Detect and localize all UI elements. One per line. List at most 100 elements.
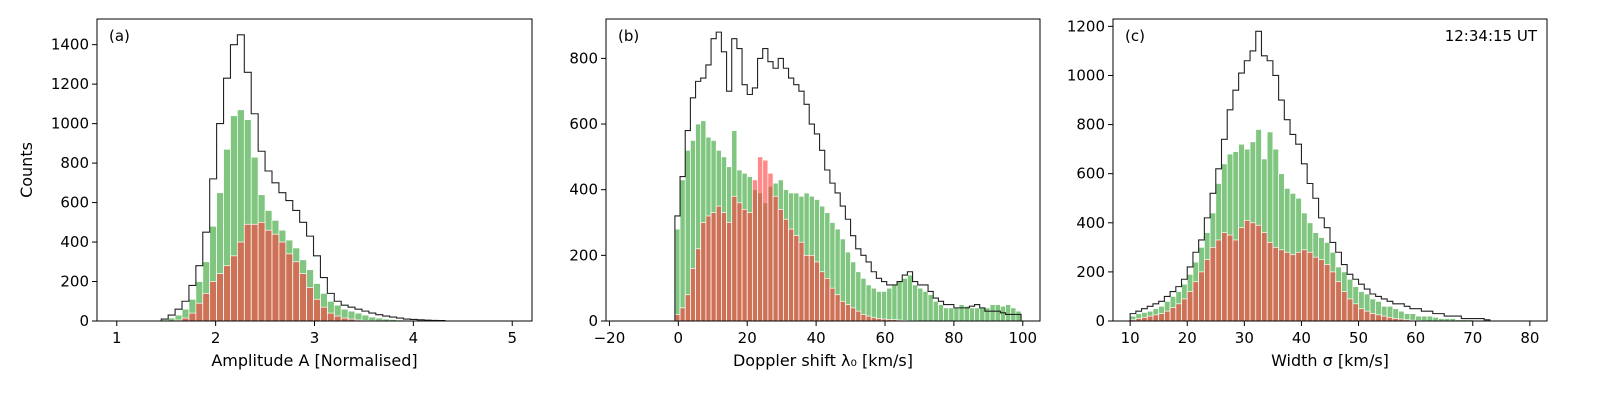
red-bar <box>1369 313 1377 322</box>
red-bar <box>695 248 702 322</box>
red-bar <box>798 241 805 322</box>
red-bar <box>1386 316 1394 322</box>
green-bar <box>886 287 893 322</box>
red-bar <box>793 235 800 322</box>
red-bar <box>1381 315 1388 322</box>
red-bar <box>819 271 826 322</box>
red-bar <box>808 255 815 322</box>
red-bar <box>299 273 307 322</box>
red-bar <box>736 202 743 322</box>
x-tick-label: 80 <box>944 329 963 347</box>
green-bar <box>948 307 955 322</box>
red-bar <box>306 287 314 322</box>
x-tick-label: 3 <box>310 329 320 347</box>
red-bar <box>814 261 820 322</box>
red-bar <box>834 294 841 322</box>
panel-c-frame <box>1112 18 1548 322</box>
red-bar <box>1146 315 1154 322</box>
x-tick-label: 40 <box>1292 329 1311 347</box>
red-bar <box>202 293 211 322</box>
red-bar <box>1358 308 1365 322</box>
total-step-outline <box>1129 30 1491 321</box>
x-tick-label: 5 <box>507 329 517 347</box>
y-tick-label: 1200 <box>51 75 89 93</box>
red-bar <box>1278 249 1285 322</box>
green-bar <box>1005 304 1012 322</box>
green-bar <box>974 307 981 322</box>
red-bar <box>1261 232 1268 322</box>
y-tick-label: 800 <box>1076 116 1105 134</box>
red-bar <box>292 261 301 322</box>
x-tick-label: 100 <box>1008 329 1037 347</box>
red-bar <box>1141 316 1148 322</box>
red-bar <box>1335 281 1342 322</box>
panel-a-tag: (a) <box>109 27 130 45</box>
red-bar <box>1243 219 1251 322</box>
red-bar <box>684 294 691 322</box>
red-bar <box>762 159 769 322</box>
green-bar <box>912 284 919 322</box>
panel-c: 10 20 30 40 50 60 70 80020040060080010001200Wid… <box>1067 17 1548 370</box>
panel-a-ylabel: Counts <box>17 142 36 198</box>
red-bar <box>216 273 224 322</box>
red-bar <box>327 312 335 322</box>
red-bar <box>788 228 795 322</box>
red-bar <box>195 302 204 322</box>
y-tick-label: 0 <box>588 312 598 330</box>
green-bar <box>674 228 681 322</box>
green-bar <box>870 287 877 322</box>
green-bar <box>876 291 882 322</box>
red-bar <box>705 215 712 322</box>
red-bar <box>783 218 789 322</box>
y-tick-label: 600 <box>569 115 598 133</box>
x-tick-label: −20 <box>594 329 626 347</box>
red-bar <box>1152 314 1160 322</box>
green-bar <box>922 291 929 322</box>
red-bar <box>320 306 328 322</box>
red-bar <box>1221 232 1228 322</box>
red-bar <box>1352 303 1359 322</box>
red-bar <box>1295 251 1302 322</box>
red-bar <box>223 265 231 322</box>
red-bar <box>250 223 259 322</box>
y-tick-label: 800 <box>60 154 89 172</box>
green-bar <box>865 284 872 322</box>
green-bar <box>979 307 986 322</box>
red-bar <box>188 312 197 322</box>
x-tick-label: 70 <box>1463 329 1482 347</box>
red-bar <box>271 233 280 322</box>
green-bar <box>1000 305 1006 322</box>
green-bar <box>994 304 1001 322</box>
red-bar <box>313 298 321 322</box>
red-bar <box>1226 234 1234 322</box>
panel-b-tag: (b) <box>618 27 639 45</box>
red-bar <box>829 287 836 322</box>
x-tick-label: 40 <box>807 329 826 347</box>
red-bar <box>1266 242 1274 322</box>
red-bar <box>731 195 738 322</box>
red-bar <box>721 212 727 322</box>
red-bar <box>845 304 851 322</box>
x-tick-label: 60 <box>1406 329 1425 347</box>
red-bar <box>230 255 238 322</box>
green-bar <box>1432 316 1439 322</box>
red-bar <box>1255 224 1262 322</box>
green-bar <box>907 274 913 322</box>
red-bar <box>1312 256 1319 322</box>
green-bar <box>969 307 975 322</box>
green-bar <box>1409 313 1417 322</box>
red-bar <box>1375 314 1382 322</box>
y-tick-label: 1000 <box>51 115 89 133</box>
panel-b-bars <box>674 120 1022 322</box>
red-bar <box>1329 271 1337 322</box>
red-bar <box>752 179 758 322</box>
red-bar <box>1341 291 1348 322</box>
red-bar <box>1283 251 1291 322</box>
red-bar <box>772 195 779 322</box>
red-bar <box>715 205 722 322</box>
red-bar <box>243 223 252 322</box>
green-bar <box>938 304 944 322</box>
red-bar <box>1238 227 1245 322</box>
